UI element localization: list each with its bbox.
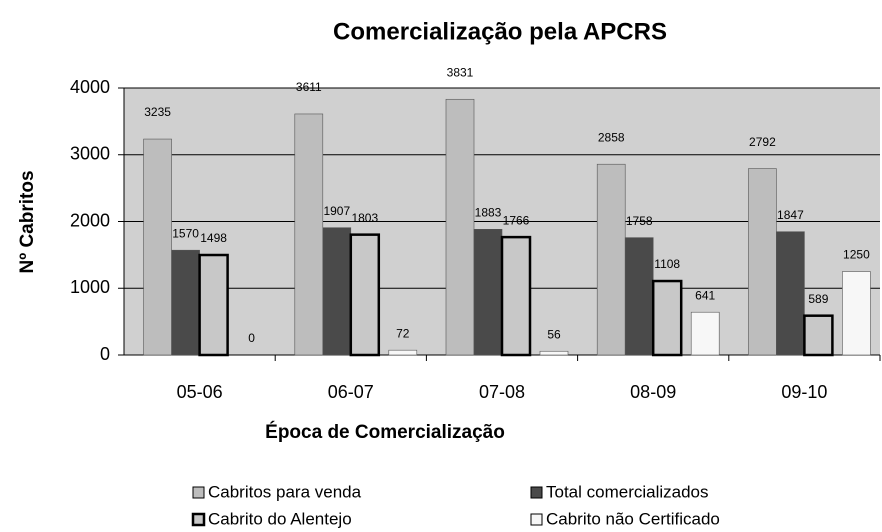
y-tick-label: 1000: [70, 277, 110, 297]
value-label: 72: [396, 326, 410, 340]
value-label: 641: [695, 288, 715, 302]
x-tick-label: 07-08: [479, 382, 525, 402]
legend-swatch: [191, 512, 206, 527]
x-tick-label: 09-10: [781, 382, 827, 402]
bar: [143, 138, 172, 356]
bar: [690, 311, 720, 356]
y-tick-label: 4000: [70, 77, 110, 97]
x-axis-title: Época de Comercialização: [265, 421, 505, 443]
value-label: 1766: [503, 213, 530, 227]
value-label: 3235: [144, 105, 171, 119]
value-label: 1883: [475, 205, 502, 219]
value-label: 1570: [172, 226, 199, 240]
legend-swatch: [192, 486, 205, 499]
bar: [198, 253, 229, 357]
bar: [596, 163, 626, 356]
bar: [803, 314, 834, 357]
y-tick-label: 3000: [70, 144, 110, 164]
x-tick-label: 06-07: [328, 382, 374, 402]
bar: [500, 235, 532, 357]
y-tick-label: 2000: [70, 210, 110, 230]
bar: [473, 229, 503, 356]
bar: [322, 227, 352, 356]
bar: [388, 349, 418, 356]
value-label: 3831: [447, 65, 474, 79]
value-label: 0: [248, 331, 255, 345]
bar: [539, 350, 569, 356]
value-label: 1847: [777, 208, 804, 222]
legend-label: Cabrito não Certificado: [546, 509, 720, 528]
x-tick-label: 08-09: [630, 382, 676, 402]
y-tick-label: 0: [100, 344, 110, 364]
x-tick-label: 05-06: [177, 382, 223, 402]
chart-title: Comercialização pela APCRS: [333, 18, 667, 45]
bar: [294, 113, 324, 356]
value-label: 1803: [351, 211, 378, 225]
legend-swatch: [530, 513, 543, 526]
legend-label: Total comercializados: [546, 482, 709, 501]
bar: [776, 231, 805, 356]
bar: [748, 168, 777, 356]
value-label: 1758: [626, 214, 653, 228]
value-label: 2792: [749, 135, 776, 149]
bar: [651, 279, 683, 357]
value-label: 1907: [323, 204, 350, 218]
value-label: 3611: [296, 80, 322, 94]
value-label: 2858: [598, 130, 625, 144]
bar: [171, 249, 200, 356]
legend-label: Cabrito do Alentejo: [208, 509, 352, 528]
legend-swatch: [530, 486, 543, 499]
value-label: 56: [547, 327, 561, 341]
bar: [624, 237, 654, 356]
value-label: 589: [808, 292, 828, 306]
bar: [445, 98, 475, 356]
legend-label: Cabritos para venda: [208, 482, 362, 501]
value-label: 1498: [200, 231, 227, 245]
value-label: 1250: [843, 248, 870, 262]
value-label: 1108: [654, 257, 680, 271]
bar: [842, 271, 871, 356]
y-axis-title: Nº Cabritos: [17, 170, 38, 273]
bar: [349, 233, 381, 357]
